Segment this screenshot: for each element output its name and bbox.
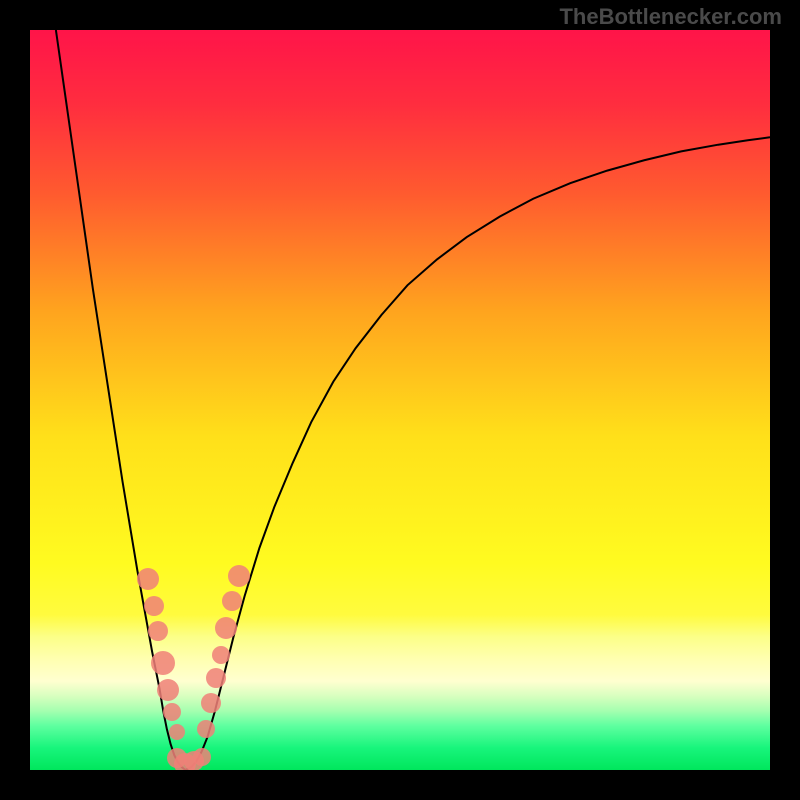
chart-frame — [26, 26, 774, 774]
watermark-text: TheBottlenecker.com — [559, 4, 782, 30]
chart-stage: TheBottlenecker.com — [0, 0, 800, 800]
